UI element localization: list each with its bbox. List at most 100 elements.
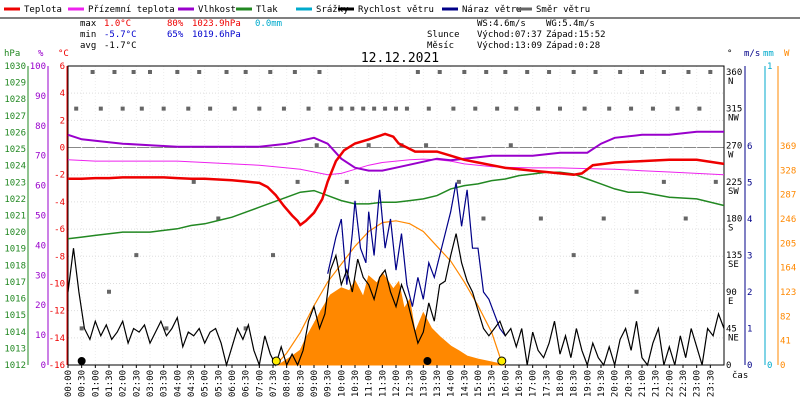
tick-pct: 10: [35, 331, 46, 341]
tick-hpa: 1029: [4, 79, 26, 89]
wind-direction-point: [257, 106, 262, 111]
x-tick-label: 16:00: [501, 370, 511, 397]
wind-direction-point: [708, 70, 713, 74]
wind-direction-point: [90, 70, 95, 74]
wind-direction-point: [593, 70, 598, 74]
x-tick-label: 15:00: [474, 370, 484, 397]
theoretical-radiation-line: [275, 220, 504, 366]
tick-hpa: 1013: [4, 344, 26, 354]
tick-hpa: 1023: [4, 178, 26, 188]
stats-min-temp: -5.7°C: [104, 30, 137, 40]
legend-label-tlak: Tlak: [256, 5, 278, 15]
wind-direction-point: [148, 70, 152, 74]
wind-direction-point: [675, 106, 680, 111]
x-axis: 00:00 00:30 01:00 01:30 02:00 02:30 03:00 03:30…: [64, 365, 716, 397]
stats-avg-label: avg: [80, 41, 96, 51]
wind-direction-point: [683, 216, 688, 221]
moon-set: Západ:0:28: [546, 41, 600, 51]
wind-direction-point: [601, 216, 606, 221]
tick-pct: 60: [35, 182, 46, 192]
stats-min-label: min: [80, 30, 96, 40]
stats-block: max 1.0°C 80% 1023.9hPa 0.0mm min -5.7°C…: [80, 19, 606, 51]
tick-hpa: 1022: [4, 195, 26, 205]
legend-label-teplota: Teplota: [24, 5, 62, 15]
tick-hpa: 1014: [4, 328, 26, 338]
wind-direction-point: [640, 70, 644, 74]
actual-radiation-area: [276, 272, 506, 366]
x-tick-label: 19:30: [597, 370, 607, 397]
tick-pct: 30: [35, 271, 46, 281]
tick-dir: 45: [726, 324, 737, 334]
wind-direction-point: [339, 106, 344, 111]
wind-direction-point: [571, 253, 576, 258]
x-tick-label: 18:00: [556, 370, 566, 397]
legend-label-srazky: Srážky: [316, 5, 349, 15]
x-tick-label: 05:00: [201, 370, 211, 397]
wind-direction-point: [713, 179, 718, 184]
tick-w: 246: [780, 215, 796, 225]
wind-direction-point: [618, 70, 623, 74]
x-tick-label: 12:00: [392, 370, 402, 397]
wind-direction-point: [232, 106, 237, 111]
x-tick-label: 10:30: [351, 370, 361, 397]
tick-temp: 2: [60, 116, 65, 126]
sun-rise: Východ:07:37: [477, 30, 542, 40]
x-tick-label: 16:30: [515, 370, 525, 397]
tick-temp: -8: [54, 252, 65, 262]
x-tick-label: 12:30: [406, 370, 416, 397]
wind-direction-point: [634, 289, 639, 294]
tick-ms: 1: [747, 325, 752, 335]
tick-dir: 315: [726, 105, 742, 115]
x-tick-label: 03:00: [146, 370, 156, 397]
x-tick-label: 06:00: [228, 370, 238, 397]
tick-compass: W: [728, 150, 734, 160]
tick-hpa: 1030: [4, 62, 26, 72]
tick-hpa: 1018: [4, 261, 26, 271]
wind-wg: WG:5.4m/s: [546, 19, 595, 29]
wind-direction-point: [394, 106, 398, 111]
series-line-prizemni: [67, 158, 725, 176]
x-tick-label: 17:00: [529, 370, 539, 397]
legend-label-prizemni: Přízemní teplota: [88, 5, 175, 15]
legend-label-naraz: Náraz větru: [462, 5, 522, 15]
stats-max-press: 1023.9hPa: [192, 19, 241, 29]
x-tick-label: 04:00: [173, 370, 183, 397]
tick-hpa: 1017: [4, 278, 26, 288]
x-tick-label: 14:30: [460, 370, 470, 397]
tick-hpa: 1020: [4, 228, 26, 238]
tick-ms: 5: [747, 179, 752, 189]
tick-pct: 80: [35, 122, 46, 132]
series-line-teplota: [68, 132, 725, 227]
x-tick-label: 00:00: [64, 370, 74, 397]
tick-pct: 100: [30, 62, 46, 72]
tick-pct: 90: [35, 92, 46, 102]
x-tick-label: 04:30: [187, 370, 197, 397]
tick-temp: -10: [49, 279, 65, 289]
wind-direction-point: [112, 70, 117, 74]
wind-direction-point: [462, 70, 467, 74]
wind-direction-point: [404, 106, 409, 111]
chart-title: 12.12.2021: [361, 51, 439, 66]
x-tick-label: 03:30: [160, 370, 170, 397]
tick-w: 328: [780, 166, 796, 176]
sun-marker: [497, 356, 507, 366]
x-tick-label: 10:00: [337, 370, 347, 397]
tick-mm: 1: [767, 62, 772, 72]
tick-ms: 4: [747, 215, 752, 225]
tick-dir: 270: [726, 141, 742, 151]
wind-direction-point: [328, 106, 333, 111]
wind-direction-point: [697, 106, 702, 111]
tick-compass: S: [728, 224, 733, 234]
wind-direction-point: [415, 70, 420, 74]
wind-direction-point: [473, 106, 478, 111]
tick-w: 123: [780, 288, 796, 298]
moon-rise: Východ:13:09: [477, 41, 542, 51]
tick-hpa: 1016: [4, 295, 26, 305]
tick-hpa: 1015: [4, 311, 26, 321]
wind-direction-point: [208, 106, 213, 111]
wind-direction-point: [372, 106, 377, 111]
wind-direction-point: [661, 179, 666, 184]
axis-unit-w: W: [784, 49, 790, 59]
moon-label: Měsíc: [427, 41, 454, 51]
wind-direction-point: [525, 70, 530, 74]
